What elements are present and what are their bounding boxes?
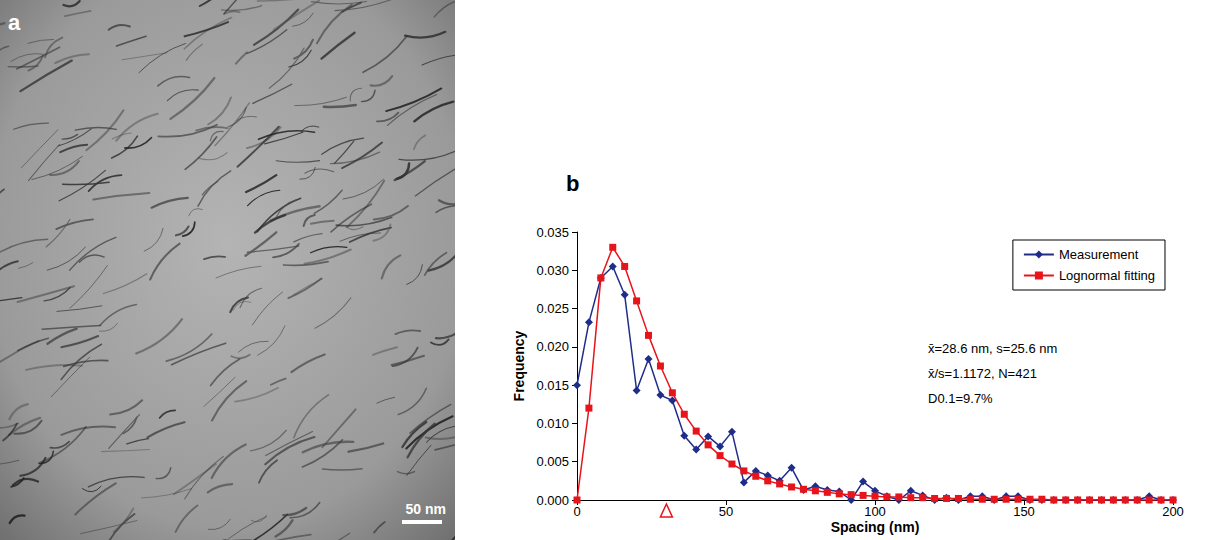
svg-text:0: 0: [573, 504, 580, 519]
svg-text:50 nm: 50 nm: [406, 501, 446, 517]
svg-text:b: b: [566, 171, 579, 196]
svg-text:x̄/s=1.1172, N=421: x̄/s=1.1172, N=421: [928, 366, 1037, 381]
svg-text:0.030: 0.030: [536, 263, 569, 278]
svg-text:200: 200: [1162, 504, 1184, 519]
svg-text:a: a: [8, 10, 21, 35]
svg-text:x̄=28.6 nm, s=25.6 nm: x̄=28.6 nm, s=25.6 nm: [928, 341, 1057, 356]
svg-text:0.025: 0.025: [536, 301, 569, 316]
svg-text:0.000: 0.000: [536, 493, 569, 508]
svg-text:Spacing (nm): Spacing (nm): [831, 519, 920, 535]
svg-text:Frequency: Frequency: [511, 330, 527, 401]
svg-text:0.035: 0.035: [536, 225, 569, 240]
svg-text:Measurement: Measurement: [1059, 247, 1139, 262]
svg-text:D0.1=9.7%: D0.1=9.7%: [928, 391, 993, 406]
svg-text:50: 50: [719, 504, 733, 519]
svg-text:150: 150: [1013, 504, 1035, 519]
svg-text:Lognormal fitting: Lognormal fitting: [1059, 268, 1155, 283]
svg-text:100: 100: [864, 504, 886, 519]
svg-text:0.015: 0.015: [536, 378, 569, 393]
svg-text:0.020: 0.020: [536, 339, 569, 354]
svg-text:0.005: 0.005: [536, 454, 569, 469]
svg-text:0.010: 0.010: [536, 416, 569, 431]
